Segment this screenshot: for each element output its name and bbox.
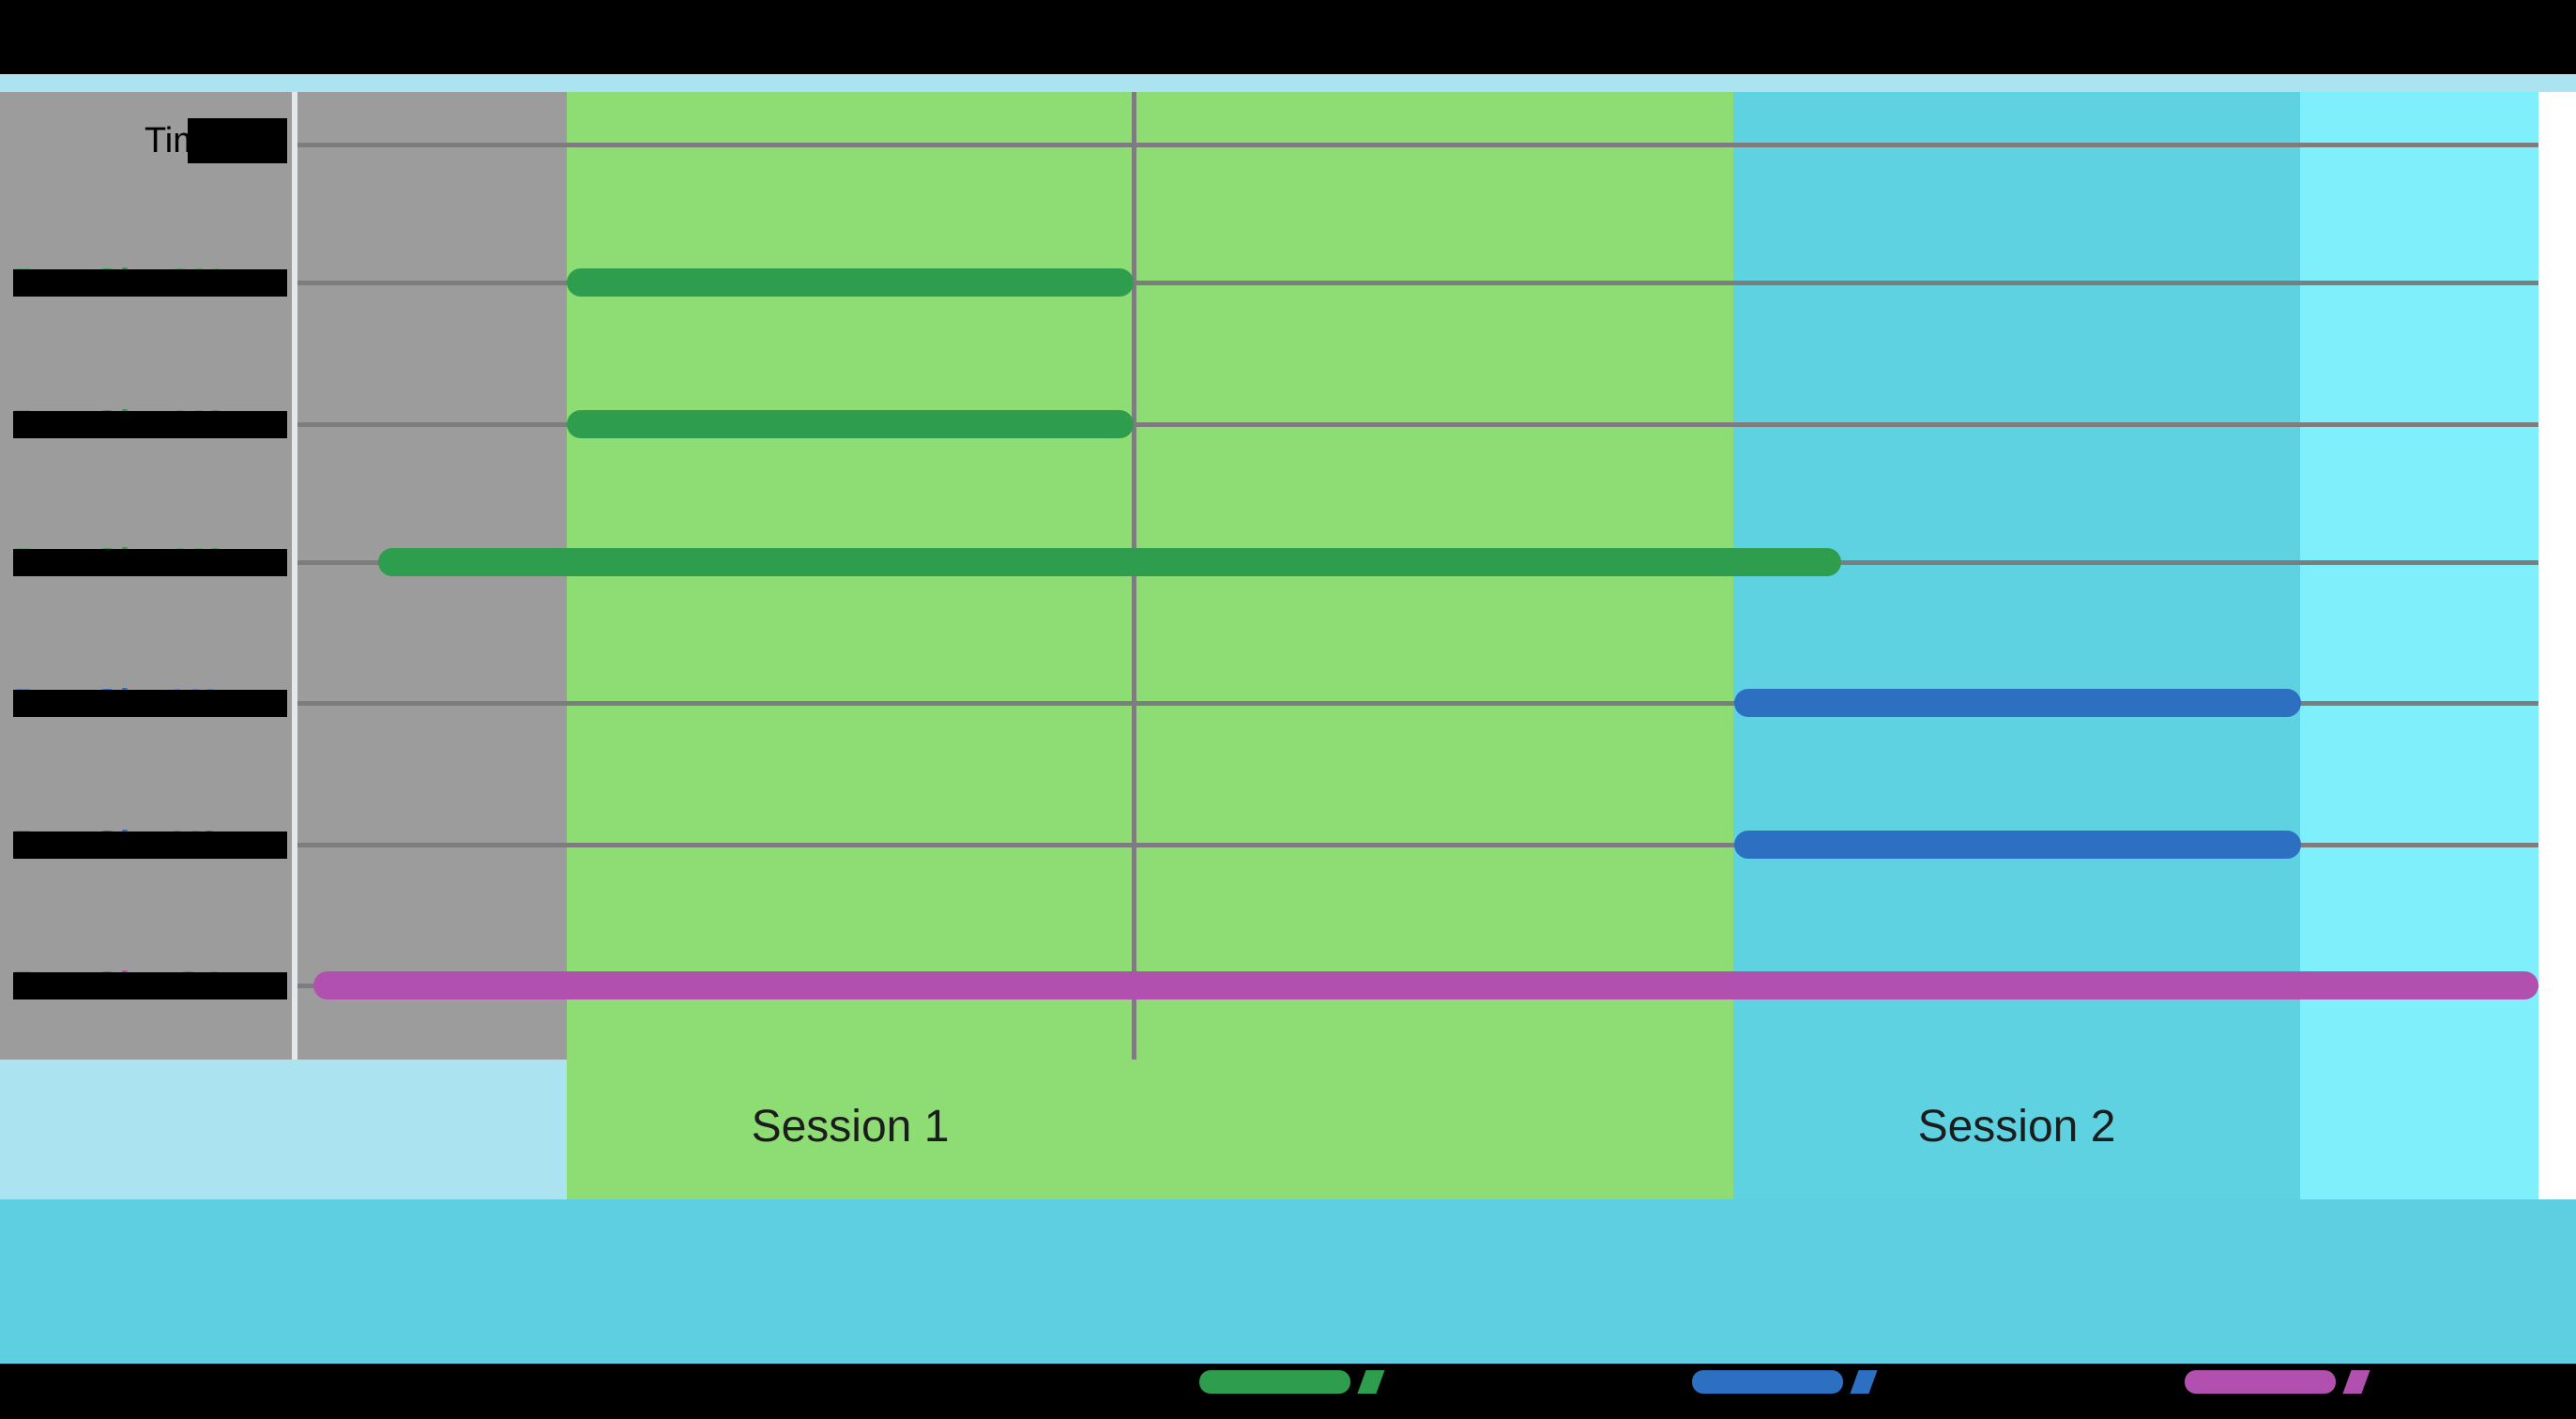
legend-swatch [2185, 1370, 2336, 1394]
time-label-redaction-box [188, 118, 287, 163]
top-letterbox-bar [0, 0, 2576, 74]
row-label-text: ParaSite M2 [13, 404, 226, 445]
gantt-bar [313, 971, 2538, 999]
legend-swatch [1199, 1370, 1350, 1394]
gridline [297, 281, 2538, 285]
gridline [297, 843, 2538, 847]
gantt-bar [1734, 689, 2301, 717]
row-label-text: ParaSite M1 [13, 262, 226, 303]
gantt-bar [378, 548, 1841, 576]
session2-region [1733, 92, 2300, 1199]
gridline [297, 701, 2538, 706]
row-label: ParaSite G1 [13, 963, 287, 1008]
row-label-text: ParaSite V1 [13, 682, 221, 724]
row-label: ParaSite M2 [13, 402, 287, 447]
row-label-text: ParaSite G1 [13, 965, 224, 1006]
row-label: ParaSite V1 [13, 680, 287, 725]
row-label-text: ParaSite M3 [13, 542, 226, 583]
row-label: ParaSite M3 [13, 540, 287, 585]
row-label: ParaSite V2 [13, 822, 287, 867]
below-labels-region [0, 1060, 567, 1199]
post-session-region [2300, 92, 2538, 1199]
row-label: ParaSite M1 [13, 260, 287, 305]
bottom-cyan-band [0, 1199, 2576, 1364]
gantt-bar [567, 410, 1134, 438]
session2-label: Session 2 [1917, 1102, 2116, 1152]
session1-label: Session 1 [751, 1102, 950, 1152]
row-label-text: ParaSite V2 [13, 824, 221, 865]
gridline [297, 143, 2538, 147]
gantt-bar [567, 268, 1134, 297]
gridline [297, 422, 2538, 427]
legend-swatch [1692, 1370, 1843, 1394]
gantt-bar [1734, 831, 2301, 859]
label-column-divider [292, 92, 297, 1060]
session1-region [567, 92, 1733, 1199]
top-cyan-strip [0, 74, 2576, 92]
